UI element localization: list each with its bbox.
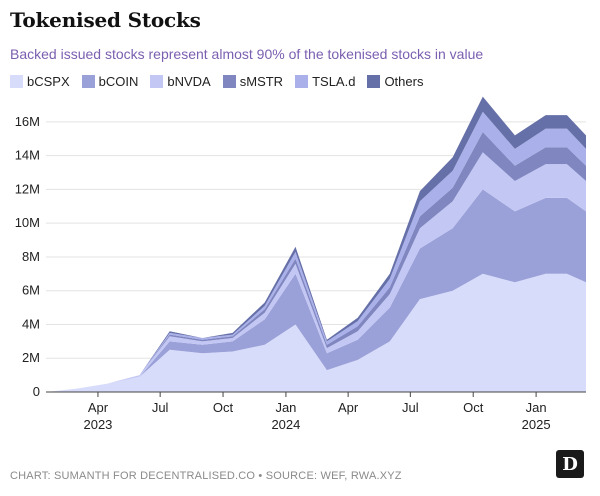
legend-swatch bbox=[81, 75, 95, 88]
legend-label: bCSPX bbox=[27, 74, 70, 89]
legend-item-bnvda: bNVDA bbox=[150, 74, 211, 89]
x-tick-label: Jul bbox=[402, 400, 419, 415]
x-tick-year-label: 2024 bbox=[271, 417, 300, 432]
y-tick-label: 6M bbox=[22, 283, 40, 298]
x-tick-label: Jan bbox=[275, 400, 296, 415]
chart-title: Tokenised Stocks bbox=[10, 8, 201, 32]
chart-source-footer: CHART: SUMANTH FOR DECENTRALISED.CO • SO… bbox=[10, 470, 402, 482]
legend-label: sMSTR bbox=[239, 74, 284, 89]
area-smstr bbox=[46, 132, 586, 392]
legend-label: TSLA.d bbox=[312, 74, 356, 89]
area-bcoin bbox=[46, 189, 586, 392]
legend-swatch bbox=[222, 75, 236, 88]
legend-item-others: Others bbox=[367, 74, 423, 89]
x-tick-label: Jan bbox=[526, 400, 547, 415]
legend-swatch bbox=[295, 75, 309, 88]
y-tick-label: 14M bbox=[15, 148, 40, 163]
stacked-area-chart: 0 2M 4M 6M 8M 10M 12M 14M 16M Apr 2023 Jul Oct Jan 202… bbox=[15, 96, 586, 432]
x-tick-year-label: 2025 bbox=[522, 417, 551, 432]
legend-label: bCOIN bbox=[98, 74, 139, 89]
y-tick-label: 12M bbox=[15, 181, 40, 196]
area-tsla-d bbox=[46, 111, 586, 393]
legend-label: Others bbox=[384, 74, 424, 89]
x-tick-label: Oct bbox=[463, 400, 484, 415]
x-tick-label: Jul bbox=[152, 400, 169, 415]
logo-letter: D bbox=[562, 453, 578, 475]
y-tick-label: 10M bbox=[15, 215, 40, 230]
y-tick-label: 2M bbox=[22, 350, 40, 365]
area-others bbox=[46, 96, 586, 392]
area-bnvda bbox=[46, 152, 586, 392]
legend-item-bcspx: bCSPX bbox=[10, 74, 70, 89]
x-tick-label: Apr bbox=[88, 400, 109, 415]
y-tick-label: 8M bbox=[22, 249, 40, 264]
legend-item-tsla-d: TSLA.d bbox=[295, 74, 355, 89]
legend-swatch bbox=[150, 75, 164, 88]
y-tick-label: 4M bbox=[22, 316, 40, 331]
legend-item-bcoin: bCOIN bbox=[81, 74, 139, 89]
legend-swatch bbox=[367, 75, 381, 88]
legend-item-smstr: sMSTR bbox=[222, 74, 284, 89]
chart-subtitle: Backed issued stocks represent almost 90… bbox=[10, 46, 484, 62]
y-tick-label: 16M bbox=[15, 114, 40, 129]
x-tick-year-label: 2023 bbox=[83, 417, 112, 432]
area-bcspx bbox=[46, 273, 586, 392]
legend: bCSPX bCOIN bNVDA sMSTR TSLA.d Others bbox=[10, 74, 423, 89]
decentralised-co-logo-icon: D bbox=[556, 450, 584, 478]
y-tick-label: 0 bbox=[33, 384, 40, 399]
x-tick-label: Oct bbox=[213, 400, 234, 415]
legend-swatch bbox=[10, 75, 23, 88]
legend-label: bNVDA bbox=[167, 74, 211, 89]
x-tick-label: Apr bbox=[338, 400, 359, 415]
